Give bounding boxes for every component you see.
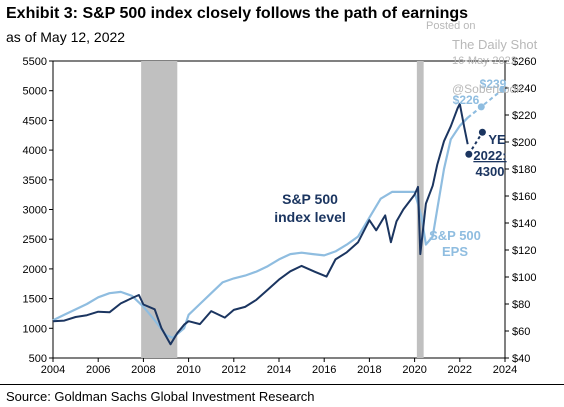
y-right-tick-label-2: $80 [512,299,530,311]
eps-line [52,116,469,339]
y-left-tick-label-0: 500 [29,353,47,365]
projection-lines [465,85,507,158]
y-right-tick-label-4: $120 [512,245,536,257]
y-left-tick-label-8: 4500 [23,115,47,127]
x-tick-label-6: 2016 [312,364,336,376]
eps-series-label-line1: S&P 500 [429,228,481,243]
x-tick-label-1: 2006 [86,364,110,376]
y-right-tick-label-9: $220 [512,110,536,122]
chart-subtitle: as of May 12, 2022 [6,29,126,45]
recession-band-0 [141,61,178,358]
x-tick-label-3: 2010 [176,364,200,376]
y-left-tick-label-10: 5500 [23,56,47,68]
chart-svg: 2004 2006 2008 2010 2012 2014 2016 2018 2020 2022… [23,56,537,376]
watermark-line3: 16-May-2022 [452,55,517,67]
footer-divider [0,384,564,385]
eps-2022-label: $226 [453,93,480,107]
y-right-tick-label-6: $160 [512,191,536,203]
x-tick-label-2: 2008 [131,364,155,376]
y-left-tick-label-4: 2500 [23,234,47,246]
y-right-tick-label-10: $240 [512,83,536,95]
y-left-tick-label-3: 2000 [23,264,47,276]
y-axis-right: $40 $60 $80 $100 $120 $140 $160 $180 $200 $220 $24… [505,56,536,365]
eps-2023-label: $239 [480,77,507,91]
watermark-line2: The Daily Shot [452,37,538,52]
x-tick-label-9: 2022 [448,364,472,376]
chart-title: Exhibit 3: S&P 500 index closely follows… [6,5,469,22]
index-series-label-line1: S&P 500 [282,191,338,207]
index-line [52,102,469,346]
y-left-tick-label-7: 4000 [23,145,47,157]
x-tick-label-0: 2004 [41,364,65,376]
y-left-tick-label-6: 3500 [23,175,47,187]
x-tick-label-5: 2014 [267,364,291,376]
x-tick-label-8: 2020 [402,364,426,376]
index-series [52,102,469,346]
watermark-line4: @SoberLook [452,82,523,96]
x-axis: 2004 2006 2008 2010 2012 2014 2016 2018 2020 2022… [41,358,517,376]
y-right-tick-label-8: $200 [512,137,536,149]
target-label-line1: YE [488,132,506,147]
eps-2023-point [499,85,507,93]
eps-series [52,116,469,339]
index-current-point [465,150,473,158]
x-tick-label-4: 2012 [222,364,246,376]
x-tick-label-10: 2024 [493,364,517,376]
watermark-line1: Posted on [426,20,476,32]
y-right-tick-label-11: $260 [512,56,536,68]
eps-2022-point [477,103,485,111]
y-axis-left: 500 1000 1500 2000 2500 3000 3500 4000 4500 5000 5… [23,56,53,365]
y-left-tick-label-1: 1000 [23,323,47,335]
y-right-tick-label-0: $40 [512,353,530,365]
source-note: Source: Goldman Sachs Global Investment … [6,389,315,404]
x-tick-label-7: 2018 [357,364,381,376]
y-right-tick-label-3: $100 [512,272,536,284]
index-target-point [478,128,486,136]
y-left-tick-label-2: 1500 [23,294,47,306]
index-series-label-line2: index level [274,209,346,225]
y-right-tick-label-5: $140 [512,218,536,230]
y-left-tick-label-5: 3000 [23,205,47,217]
y-right-tick-label-7: $180 [512,164,536,176]
index-target-projection [467,131,484,155]
y-left-tick-label-9: 5000 [23,86,47,98]
y-right-tick-label-1: $60 [512,326,530,338]
eps-series-label-line2: EPS [442,244,468,259]
target-label-line2: 2022: [473,148,506,163]
target-label-line3: 4300 [476,164,505,179]
